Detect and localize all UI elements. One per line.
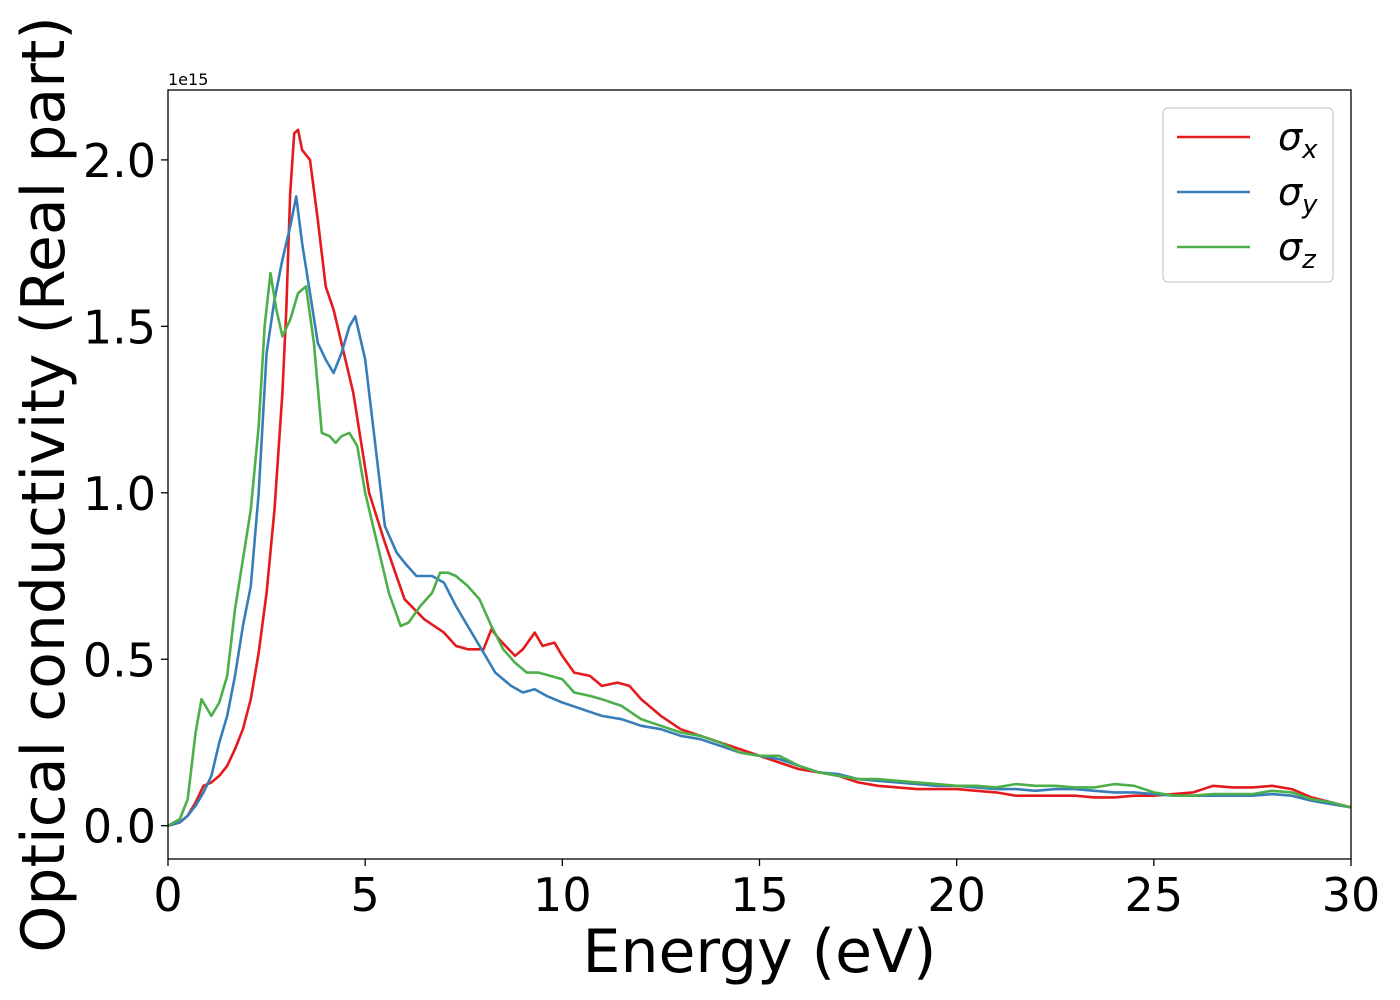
- x-tick-label: 30: [1322, 868, 1381, 922]
- y-axis-title: Optical conductivity (Real part): [9, 16, 79, 953]
- legend-label: σx: [1278, 115, 1318, 165]
- legend-label: σz: [1278, 225, 1317, 275]
- x-axis-ticks: 0 5 10 15 20 25 30: [153, 859, 1380, 922]
- y-tick-label: 1.5: [83, 300, 156, 354]
- legend-item-y: σy: [1177, 170, 1318, 220]
- legend-item-z: σz: [1177, 225, 1317, 275]
- y-tick-label: 2.0: [83, 134, 156, 188]
- series-line-x: [167, 128, 1352, 827]
- x-tick-label: 0: [153, 868, 182, 922]
- series-line-y: [167, 195, 1352, 827]
- y-tick-label: 0.5: [83, 633, 156, 687]
- x-axis-title: Energy (eV): [583, 917, 937, 987]
- legend-item-x: σx: [1177, 115, 1318, 165]
- y-axis-ticks: 0.0 0.5 1.0 1.5 2.0: [83, 134, 168, 854]
- y-tick-label: 1.0: [83, 467, 156, 521]
- x-tick-label: 20: [927, 868, 986, 922]
- x-tick-label: 10: [533, 868, 592, 922]
- series-line-z: [167, 271, 1352, 827]
- legend-label: σy: [1278, 170, 1318, 220]
- series-layer: [167, 128, 1352, 827]
- y-offset-label: 1e15: [168, 70, 208, 89]
- legend-box: [1162, 107, 1334, 283]
- x-tick-label: 15: [730, 868, 789, 922]
- x-tick-label: 25: [1125, 868, 1184, 922]
- y-tick-label: 0.0: [83, 800, 156, 854]
- x-tick-label: 5: [351, 868, 380, 922]
